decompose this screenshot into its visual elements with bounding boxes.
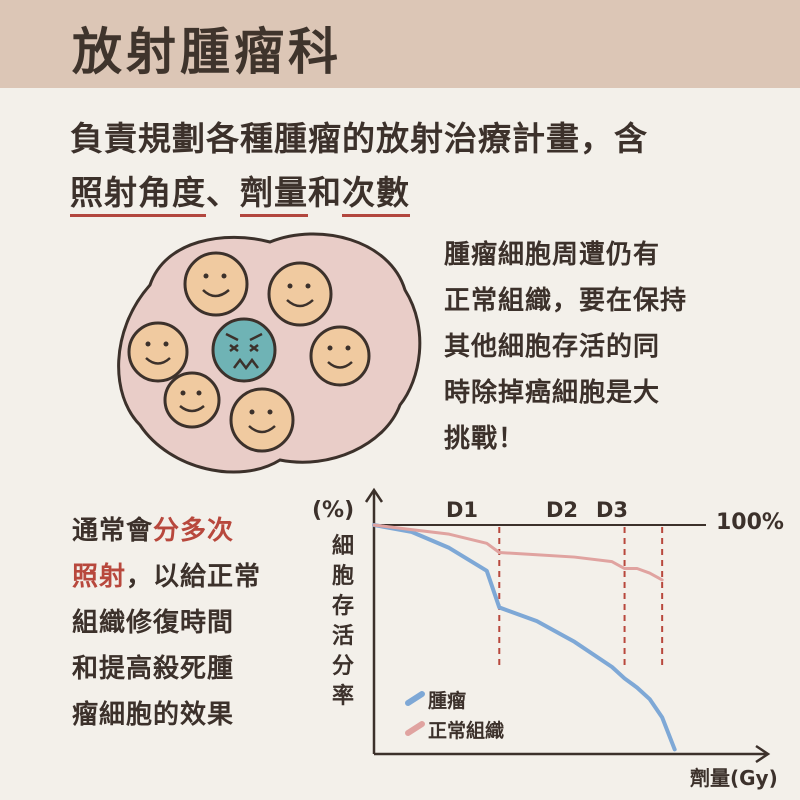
side-note-line: 其他細胞存活的同: [444, 332, 661, 362]
dose-marker-label-d3: D3: [596, 498, 629, 522]
cancer-cell-icon: [211, 317, 277, 383]
y-axis-unit: (%): [312, 498, 355, 523]
side-note: 腫瘤細胞周遭仍有 正常組織，要在保持 其他細胞存活的同 時除掉癌細胞是大 挑戰！: [444, 232, 744, 462]
left-note-text: 瘤細胞的效果: [72, 700, 235, 730]
page-title: 放射腫瘤科: [72, 23, 342, 81]
intro-separator: 、: [206, 173, 240, 212]
term-count: 次數: [342, 173, 410, 217]
side-note-line: 時除掉癌細胞是大: [444, 378, 661, 408]
chart-axes: [364, 487, 771, 764]
left-note-text: ，以給正常: [126, 562, 262, 592]
header-banner: 放射腫瘤科: [0, 0, 800, 88]
term-dose: 劑量: [240, 173, 308, 217]
side-note-line: 挑戰！: [444, 424, 526, 454]
normal-cell-icon: [163, 371, 221, 429]
reference-100-label: 100%: [716, 510, 784, 535]
side-note-line: 腫瘤細胞周遭仍有: [444, 240, 661, 270]
side-note-line: 正常組織，要在保持: [444, 286, 688, 316]
x-axis-label: 劑量(Gy): [690, 766, 778, 790]
left-note-text: 組織修復時間: [72, 608, 235, 638]
normal-cell-icon: [183, 251, 249, 317]
series-tumor-line: [372, 523, 677, 752]
normal-cell-icon: [127, 321, 189, 383]
normal-cell-icon: [229, 387, 295, 453]
normal-cell-icon: [267, 261, 333, 327]
intro-and: 和: [308, 173, 342, 212]
series-normal-line: [372, 523, 664, 582]
intro-text: 負責規劃各種腫瘤的放射治療計畫，含 照射角度、劑量和次數: [70, 112, 770, 220]
legend-normal-label: 正常組織: [428, 720, 505, 742]
legend-tumor-swatch: [405, 691, 425, 706]
intro-line1: 負責規劃各種腫瘤的放射治療計畫，含: [70, 119, 648, 158]
left-note: 通常會分多次 照射，以給正常 組織修復時間 和提高殺死腫 瘤細胞的效果: [72, 508, 302, 738]
dose-marker-label-d2: D2: [546, 498, 579, 522]
legend-normal-swatch: [405, 721, 425, 736]
normal-cell-icon: [309, 325, 371, 387]
term-angle: 照射角度: [70, 173, 206, 217]
left-note-text: 通常會: [72, 516, 154, 546]
left-note-highlight: 分多次: [153, 516, 235, 546]
legend-tumor-label: 腫瘤: [428, 690, 467, 712]
left-note-highlight: 照射: [72, 562, 127, 592]
y-axis-label: 細胞存活分率: [331, 534, 354, 709]
dose-marker-label-d1: D1: [446, 498, 479, 522]
left-note-text: 和提高殺死腫: [72, 654, 235, 684]
